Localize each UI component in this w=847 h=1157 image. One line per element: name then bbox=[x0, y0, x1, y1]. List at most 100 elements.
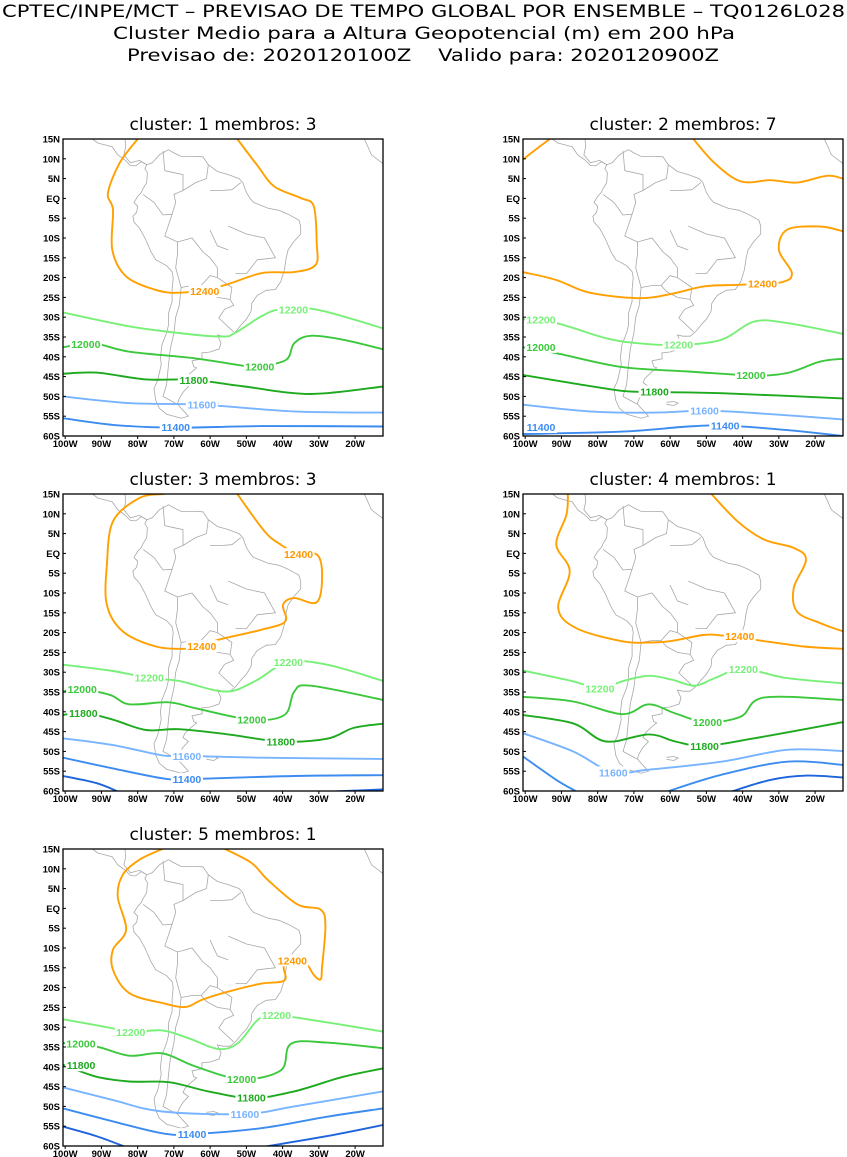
lat-tick-label: 5S bbox=[508, 569, 520, 580]
lat-tick-label: 10N bbox=[43, 509, 61, 520]
coastline-segment bbox=[228, 580, 277, 629]
coastline-segment bbox=[669, 229, 689, 251]
contour-12200 bbox=[63, 660, 383, 693]
contour-label-11800: 11800 bbox=[237, 1093, 266, 1105]
lon-tick-label: 40W bbox=[733, 439, 753, 450]
lat-tick-label: 55S bbox=[503, 767, 520, 778]
contour-label-gap bbox=[228, 1107, 261, 1120]
lat-tick-label: 50S bbox=[43, 392, 60, 403]
coastline-segment bbox=[363, 139, 383, 164]
coastline-segment bbox=[142, 150, 184, 216]
coastline-segment bbox=[132, 504, 302, 774]
contour-label-gap bbox=[188, 285, 221, 298]
coastline-segment bbox=[132, 149, 302, 419]
coastline-segment bbox=[142, 860, 184, 926]
contour-label-gap bbox=[225, 1073, 258, 1086]
map-frame bbox=[522, 493, 844, 792]
lat-tick-label: 20S bbox=[43, 983, 60, 994]
lat-tick-label: 25S bbox=[503, 648, 520, 659]
coastline-segment bbox=[210, 892, 242, 901]
coastline-segment bbox=[162, 997, 182, 1115]
lat-tick-label: 10S bbox=[503, 234, 520, 245]
lat-tick-label: 45S bbox=[43, 372, 60, 383]
lon-tick-label: 100W bbox=[513, 794, 538, 805]
lon-tick-label: 50W bbox=[697, 439, 717, 450]
coastline-segment bbox=[164, 924, 235, 1043]
contour-label-11600: 11600 bbox=[690, 406, 719, 418]
contour-label-11400: 11400 bbox=[161, 422, 190, 434]
lon-tick-label: 40W bbox=[733, 794, 753, 805]
contour-label-12400: 12400 bbox=[284, 549, 313, 561]
contour-label-gap bbox=[170, 773, 203, 786]
lon-tick-label: 70W bbox=[164, 439, 184, 450]
lon-tick-label: 50W bbox=[237, 794, 257, 805]
lon-tick-label: 90W bbox=[92, 794, 112, 805]
contour-label-gap bbox=[65, 1037, 97, 1050]
lon-tick-label: 50W bbox=[697, 794, 717, 805]
lat-tick-label: 10N bbox=[503, 509, 521, 520]
coastline-segment bbox=[92, 849, 147, 877]
lat-tick-label: 50S bbox=[503, 747, 520, 758]
lon-tick-label: 40W bbox=[273, 1149, 293, 1157]
contour-label-gap bbox=[114, 1025, 147, 1038]
lat-tick-label: 45S bbox=[503, 727, 520, 738]
contour-label-11600: 11600 bbox=[231, 1109, 260, 1121]
contour-label-11600: 11600 bbox=[173, 751, 202, 763]
contour-label-gap bbox=[185, 640, 218, 653]
lat-tick-label: 10N bbox=[43, 154, 61, 165]
coastline-segment bbox=[162, 642, 182, 760]
contour-label-12200: 12200 bbox=[274, 657, 303, 669]
lat-tick-label: 30S bbox=[503, 313, 520, 324]
coastline-segment bbox=[123, 139, 147, 166]
coastline bbox=[92, 139, 383, 419]
contour-label-gap bbox=[133, 671, 166, 684]
lat-tick-label: 15N bbox=[503, 490, 521, 501]
contour-label-11800: 11800 bbox=[67, 1060, 96, 1072]
lat-tick-label: 10N bbox=[503, 154, 521, 165]
coastline-segment bbox=[688, 225, 737, 274]
lat-tick-label: 20S bbox=[503, 273, 520, 284]
contour-label-12200: 12200 bbox=[135, 673, 164, 685]
coastline-segment bbox=[175, 952, 218, 998]
contour-label-11400: 11400 bbox=[173, 774, 202, 786]
lat-tick-label: 10S bbox=[43, 589, 60, 600]
lat-tick-label: EQ bbox=[506, 549, 520, 560]
contour-12400 bbox=[110, 849, 327, 1009]
lat-tick-label: EQ bbox=[46, 904, 60, 915]
contour-label-gap bbox=[159, 421, 192, 433]
contour-label-12000: 12000 bbox=[68, 684, 97, 696]
contour-label-gap bbox=[272, 655, 305, 668]
lon-tick-label: 70W bbox=[624, 794, 644, 805]
coastline-segment bbox=[602, 150, 644, 216]
contour-label-11800: 11800 bbox=[69, 708, 98, 720]
lon-tick-label: 70W bbox=[624, 439, 644, 450]
lon-tick-label: 80W bbox=[588, 794, 608, 805]
panel-title: cluster: 5 membros: 1 bbox=[129, 825, 316, 845]
lat-tick-label: 15S bbox=[43, 963, 60, 974]
contour-label-gap bbox=[276, 954, 309, 967]
map-frame bbox=[62, 493, 384, 792]
lat-tick-label: 20S bbox=[43, 628, 60, 639]
contour-11800 bbox=[63, 1063, 383, 1100]
lon-tick-label: 60W bbox=[660, 439, 680, 450]
lon-tick-label: 40W bbox=[273, 439, 293, 450]
contour-label-gap bbox=[525, 313, 557, 326]
contour-label-gap bbox=[235, 713, 268, 726]
contour-label-12000: 12000 bbox=[227, 1074, 256, 1086]
lon-tick-label: 100W bbox=[53, 794, 78, 805]
contour-label-12000: 12000 bbox=[693, 717, 722, 729]
contour-label-11400: 11400 bbox=[178, 1129, 207, 1141]
lat-tick-label: 10S bbox=[43, 234, 60, 245]
lat-tick-label: 35S bbox=[503, 688, 520, 699]
contour-label-11800: 11800 bbox=[690, 741, 719, 753]
cluster-panels: cluster: 1 membros: 3 12400 12200 12000 1200… bbox=[43, 115, 844, 1157]
lat-tick-label: 15S bbox=[43, 253, 60, 264]
contour-label-12000: 12000 bbox=[526, 342, 555, 354]
header-subtitle: Cluster Medio para a Altura Geopotencial… bbox=[113, 24, 735, 44]
lat-tick-label: 20S bbox=[503, 628, 520, 639]
coastline-segment bbox=[624, 214, 695, 333]
lat-tick-label: 15N bbox=[43, 490, 61, 501]
contour-12000 bbox=[523, 346, 843, 377]
contour-11800 bbox=[523, 714, 843, 747]
lat-tick-label: EQ bbox=[46, 549, 60, 560]
